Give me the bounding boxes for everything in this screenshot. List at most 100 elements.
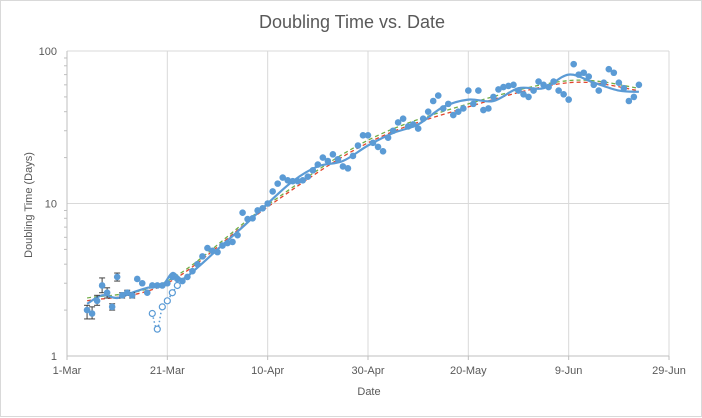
data-point — [565, 96, 572, 103]
data-point — [148, 282, 156, 289]
data-point — [384, 134, 392, 142]
data-point — [189, 267, 196, 275]
data-point — [349, 152, 357, 160]
data-point — [595, 87, 603, 94]
data-point — [570, 60, 577, 68]
trend-lines — [86, 79, 639, 302]
y-tick-label: 100 — [39, 46, 57, 58]
data-point — [605, 65, 613, 73]
data-point — [555, 87, 562, 94]
data-point — [199, 253, 206, 260]
data-point — [229, 238, 236, 246]
data-point — [309, 167, 317, 174]
y-axis-label: Doubling Time (Days) — [23, 152, 35, 258]
data-point — [550, 78, 557, 85]
trend-line-red — [86, 81, 639, 302]
x-tick-label: 10-Apr — [251, 365, 284, 377]
data-point — [143, 289, 151, 297]
data-point — [133, 275, 141, 283]
data-point — [635, 81, 643, 89]
chart-title: Doubling Time vs. Date — [259, 12, 445, 32]
data-point — [259, 205, 266, 212]
data-point — [194, 260, 201, 268]
hollow-data-point — [153, 325, 161, 333]
data-point — [434, 92, 442, 99]
data-point — [600, 79, 608, 86]
data-point — [244, 215, 251, 223]
data-point — [510, 81, 517, 89]
data-point — [174, 275, 181, 283]
data-point — [154, 282, 161, 289]
data-point — [399, 115, 407, 122]
data-point — [234, 231, 241, 239]
data-point — [530, 87, 537, 94]
data-point — [239, 209, 246, 217]
data-point — [344, 165, 352, 172]
data-point — [525, 93, 532, 101]
data-point — [108, 303, 116, 311]
data-point — [179, 277, 186, 285]
data-point — [580, 69, 588, 77]
hollow-data-point — [163, 297, 171, 305]
data-point — [138, 279, 146, 287]
data-point — [590, 81, 598, 89]
data-point — [274, 180, 282, 187]
smoothed-series-line — [86, 73, 639, 305]
data-point — [409, 121, 417, 128]
data-point — [169, 273, 176, 281]
data-point — [465, 87, 472, 94]
hollow-data-point — [158, 303, 166, 311]
data-point — [113, 273, 121, 281]
tick-labels: 1-Mar 21-Mar 10-Apr 30-Apr 20-May 9-Jun 29-Jun… — [39, 46, 686, 377]
x-tick-label: 9-Jun — [555, 365, 583, 377]
x-tick-label: 1-Mar — [53, 365, 82, 377]
hollow-data-point — [173, 281, 181, 290]
data-point — [424, 108, 432, 115]
data-point — [439, 105, 447, 112]
data-point — [93, 297, 101, 305]
hollow-data-point — [148, 309, 156, 318]
data-point — [429, 97, 437, 105]
data-point — [314, 161, 322, 168]
data-point — [164, 279, 171, 287]
data-point — [535, 78, 542, 85]
data-point — [214, 248, 221, 256]
data-point — [404, 123, 412, 130]
data-point — [490, 93, 497, 101]
data-point — [118, 292, 126, 299]
data-point — [449, 111, 457, 119]
x-tick-label: 29-Jun — [652, 365, 686, 377]
data-point — [630, 93, 638, 101]
data-point — [209, 247, 216, 255]
data-point — [159, 282, 166, 289]
data-point — [224, 239, 231, 247]
data-point — [374, 143, 382, 151]
data-point — [369, 139, 377, 147]
data-point — [515, 87, 522, 94]
data-point — [625, 97, 633, 105]
data-point — [480, 106, 487, 114]
data-point — [284, 176, 292, 184]
x-tick-label: 21-Mar — [150, 365, 185, 377]
data-point — [495, 86, 502, 93]
trend-line-green — [86, 79, 639, 299]
data-point — [98, 282, 106, 289]
data-point — [520, 91, 527, 98]
data-point — [219, 242, 226, 249]
data-point — [184, 273, 191, 281]
x-tick-label: 20-May — [450, 365, 487, 377]
data-points — [83, 60, 643, 333]
data-point — [354, 142, 362, 149]
data-point — [103, 289, 111, 297]
data-point — [620, 84, 628, 92]
data-point — [339, 163, 347, 170]
data-point — [269, 188, 276, 195]
data-point — [394, 119, 402, 126]
data-point — [470, 100, 477, 108]
data-point — [505, 82, 512, 90]
data-point — [575, 71, 582, 78]
data-point — [128, 292, 136, 299]
data-point — [419, 115, 427, 122]
x-tick-label: 30-Apr — [351, 365, 384, 377]
